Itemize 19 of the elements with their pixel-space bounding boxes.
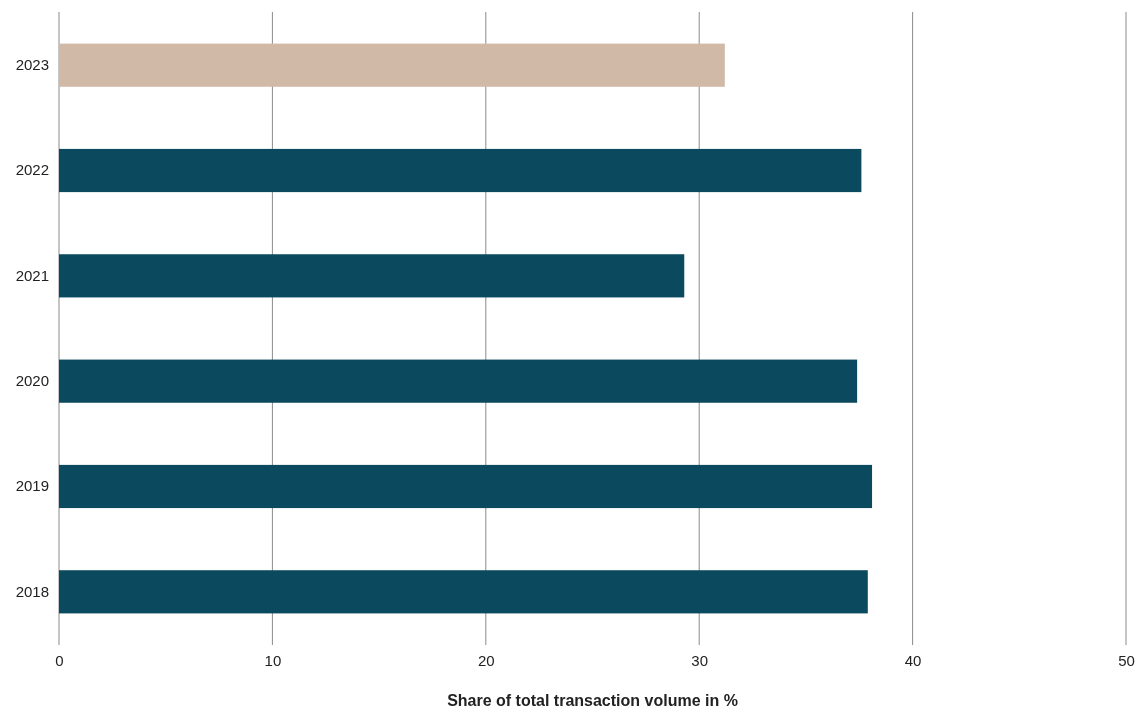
- y-tick-label: 2020: [15, 371, 49, 389]
- x-tick-label: 40: [904, 651, 922, 669]
- bar: [59, 43, 725, 87]
- bar: [59, 359, 858, 403]
- y-tick-label: 2023: [15, 55, 49, 73]
- y-tick-label: 2018: [15, 582, 49, 600]
- x-tick-label: 10: [264, 651, 282, 669]
- y-tick-label: 2022: [15, 161, 49, 179]
- bar: [59, 254, 685, 298]
- x-tick-label: 50: [1118, 651, 1135, 669]
- y-tick-label: 2019: [15, 477, 49, 495]
- y-tick-label: 2021: [15, 266, 49, 284]
- bar: [59, 148, 862, 193]
- bar: [59, 464, 873, 509]
- x-tick-label: 30: [691, 651, 709, 669]
- x-axis-title: Share of total transaction volume in %: [447, 692, 738, 709]
- bar: [59, 570, 868, 614]
- x-tick-label: 20: [477, 651, 495, 669]
- x-tick-label: 0: [55, 651, 64, 669]
